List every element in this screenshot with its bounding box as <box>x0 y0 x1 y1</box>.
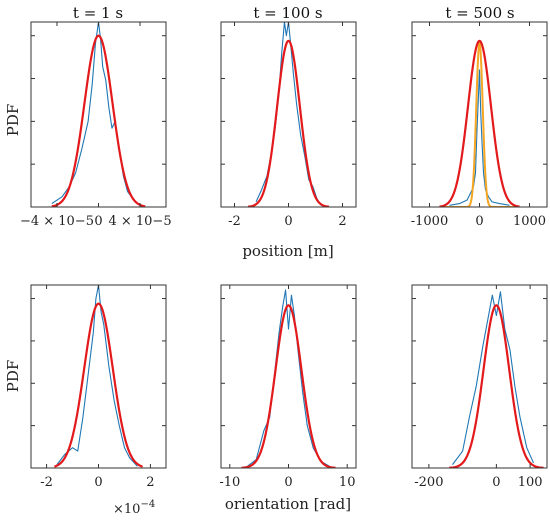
series-gaussian <box>439 39 520 207</box>
x-tick-label: -2 <box>40 475 53 490</box>
ylabel-row-2: PDF <box>4 360 22 393</box>
series-histogram <box>255 22 322 206</box>
axes-frame <box>220 21 357 208</box>
panel-r2c3: -200 0 100 <box>411 284 548 490</box>
x-tick-label: 4 × 10−5 <box>108 214 171 229</box>
xlabel-row-2: orientation [rad] <box>225 495 351 513</box>
series-gaussian <box>54 302 143 468</box>
series-gaussian <box>241 304 336 468</box>
axes-frame <box>411 284 548 469</box>
panel-r2c1: -2 0 2 <box>30 284 167 490</box>
x-tick-label: 2 <box>146 475 154 490</box>
series-gaussian <box>51 34 146 207</box>
x-tick-label: 0 <box>475 214 483 229</box>
x-tick-label: 0 <box>94 214 102 229</box>
series-histogram <box>452 291 535 465</box>
x-tick-label: 0 <box>492 475 500 490</box>
series-histogram <box>449 69 510 206</box>
x-tick-label: -2 <box>228 214 241 229</box>
panel-r1c2: -2 0 2 <box>220 21 357 229</box>
title-col-1: t = 1 s <box>73 4 123 22</box>
plot-area <box>54 285 143 468</box>
plot-area <box>247 22 330 207</box>
panel-r1c3: -1000 0 1000 <box>411 21 548 229</box>
axes-frame <box>411 21 548 208</box>
axes-frame <box>220 284 357 469</box>
plot-area <box>241 289 336 468</box>
axes-frame <box>30 21 167 208</box>
x-tick-label: −4 × 10−5 <box>20 214 94 229</box>
x-tick-label: 1000 <box>513 214 546 229</box>
axes-frame <box>30 284 167 469</box>
series-extra <box>444 41 515 207</box>
xlabel-row-1: position [m] <box>242 242 333 260</box>
exponent-label: ×10−4 <box>113 499 155 517</box>
series-histogram <box>51 22 141 206</box>
series-histogram <box>247 289 330 467</box>
title-col-3: t = 500 s <box>445 4 514 22</box>
panel-r1c1: −4 × 10−5 0 4 × 10−5 <box>20 21 172 229</box>
x-tick-label: 10 <box>339 475 356 490</box>
ylabel-row-1: PDF <box>4 104 22 137</box>
x-tick-label: -1000 <box>411 214 448 229</box>
x-tick-label: -10 <box>219 475 240 490</box>
plot-area <box>439 39 520 207</box>
x-tick-label: 100 <box>518 475 543 490</box>
x-tick-label: 2 <box>338 214 346 229</box>
x-tick-label: -200 <box>414 475 443 490</box>
title-col-2: t = 100 s <box>253 4 322 22</box>
x-tick-label: 0 <box>94 475 102 490</box>
series-histogram <box>56 285 138 467</box>
x-tick-label: 0 <box>284 214 292 229</box>
x-tick-label: 0 <box>284 475 292 490</box>
plot-area <box>448 291 544 468</box>
panel-r2c2: -10 0 10 <box>219 284 357 490</box>
series-gaussian <box>247 39 330 207</box>
plot-area <box>51 22 146 207</box>
series-gaussian <box>448 304 544 468</box>
